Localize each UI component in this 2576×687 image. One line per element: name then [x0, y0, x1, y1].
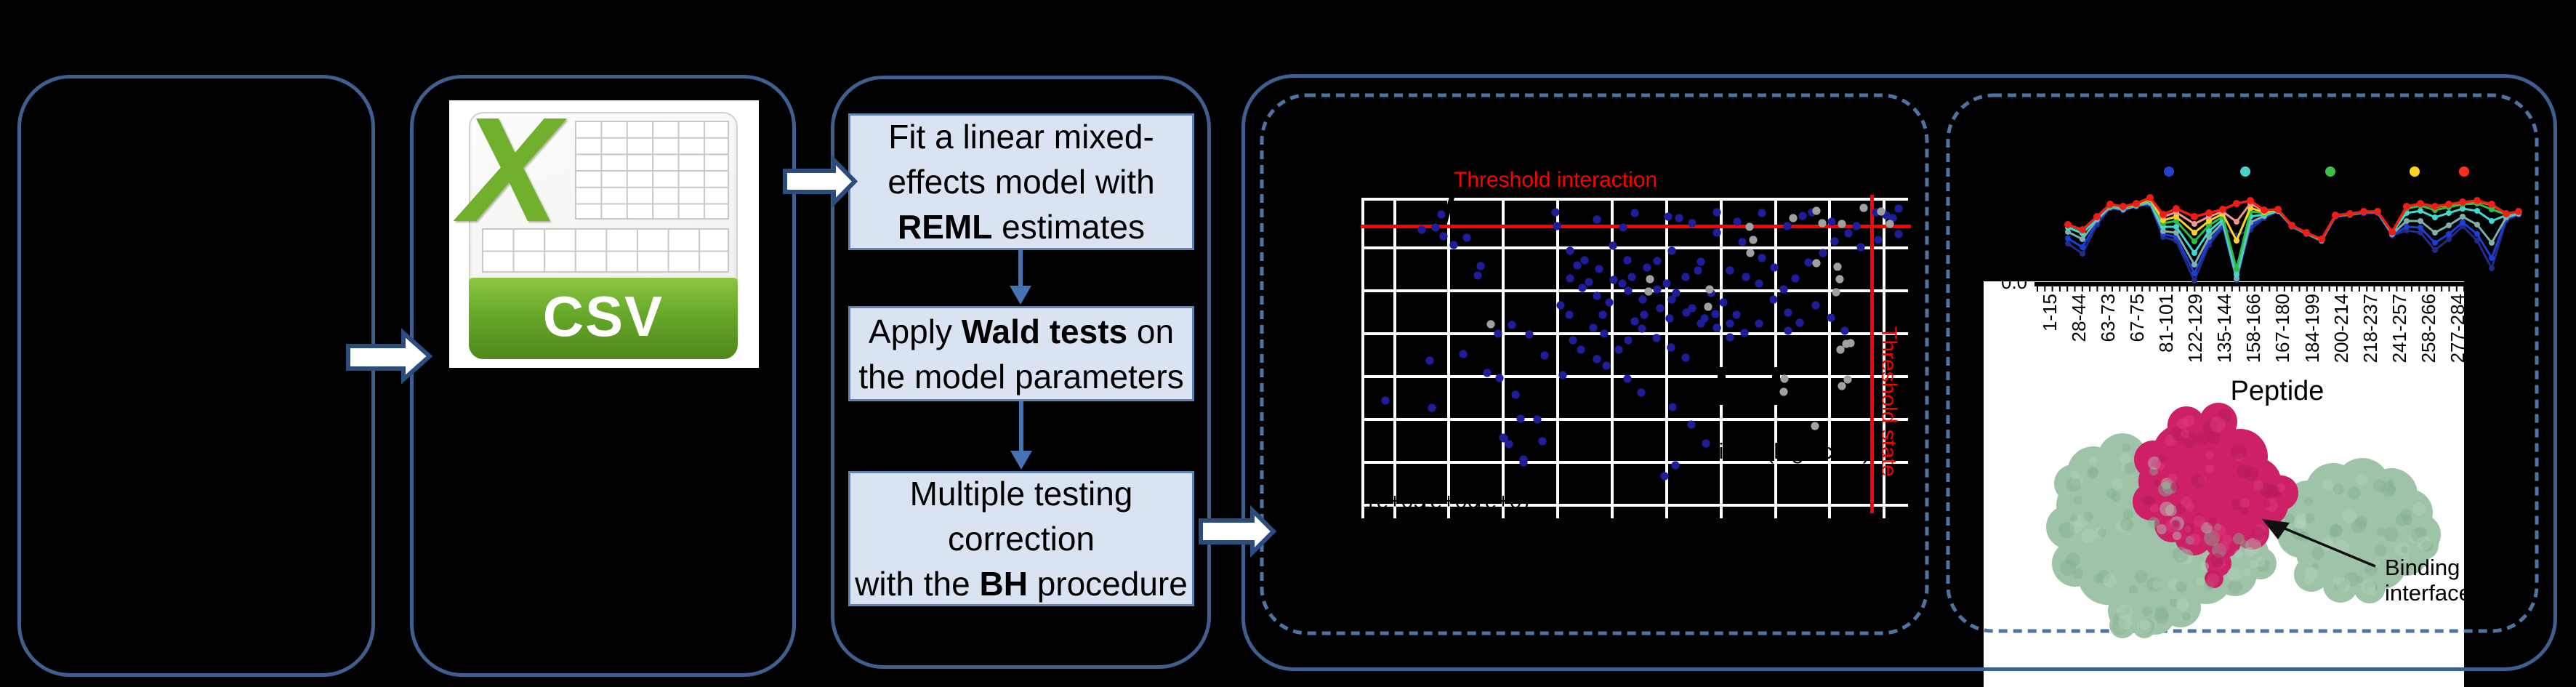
- svg-text:1e+06: 1e+06: [1418, 489, 1479, 513]
- svg-text:interface: interface: [2385, 580, 2471, 606]
- svg-text:0.0: 0.0: [2001, 271, 2027, 293]
- svg-text:184-199: 184-199: [2301, 294, 2323, 363]
- svg-text:1e+05: 1e+05: [1364, 489, 1425, 513]
- svg-text:Binding: Binding: [2385, 555, 2460, 580]
- svg-text:1e+07: 1e+07: [1473, 489, 1534, 513]
- svg-text:1-15: 1-15: [2039, 294, 2061, 332]
- svg-text:135-144: 135-144: [2213, 294, 2235, 363]
- svg-text:241-257: 241-257: [2388, 294, 2410, 363]
- svg-text:258-266: 258-266: [2418, 294, 2439, 363]
- svg-text:63-73: 63-73: [2097, 294, 2119, 342]
- svg-text:158-166: 158-166: [2242, 294, 2264, 363]
- svg-text:167-180: 167-180: [2271, 294, 2293, 363]
- svg-text:Peptide: Peptide: [2231, 376, 2325, 406]
- svg-text:218-237: 218-237: [2359, 294, 2381, 363]
- svg-text:81-101: 81-101: [2155, 294, 2177, 353]
- svg-text:Threshold state: Threshold state: [1877, 326, 1901, 477]
- svg-text:Threshold interaction: Threshold interaction: [1454, 168, 1657, 192]
- svg-text:200-214: 200-214: [2330, 294, 2352, 363]
- svg-text:28-44: 28-44: [2068, 294, 2090, 342]
- svg-text:Position (log scale): Position (log scale): [1680, 438, 1870, 464]
- svg-text:122-129: 122-129: [2184, 294, 2206, 363]
- svg-text:277-284: 277-284: [2447, 294, 2468, 363]
- svg-text:67-75: 67-75: [2126, 294, 2148, 342]
